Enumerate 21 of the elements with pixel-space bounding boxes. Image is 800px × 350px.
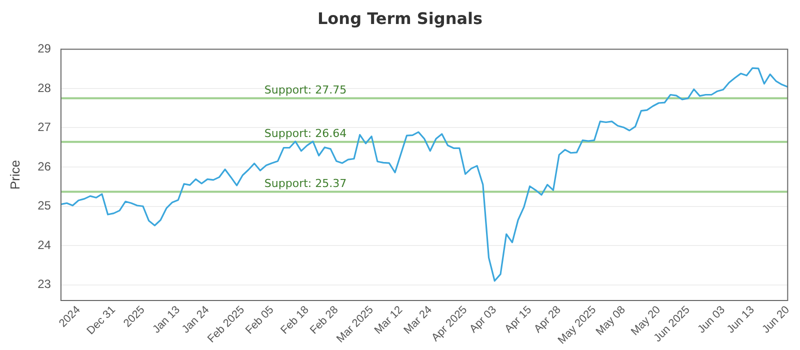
y-tick-label: 25: [38, 198, 52, 213]
chart-title: Long Term Signals: [316, 8, 484, 30]
x-tick-label: Apr 28: [532, 304, 564, 336]
ref-line-label: Support: 27.75: [264, 84, 347, 97]
y-tick-label: 23: [38, 277, 52, 292]
x-tick-label: Jun 13: [724, 304, 757, 336]
y-tick-label: 27: [38, 120, 52, 134]
y-tick-label: 28: [38, 80, 52, 95]
x-tick-label: Apr 03: [467, 304, 499, 336]
y-tick-label: 26: [38, 159, 52, 174]
x-tick-label: Apr 15: [502, 304, 534, 336]
ref-line-label: Support: 26.64: [264, 127, 347, 140]
x-tick-label: Dec 31: [84, 304, 118, 338]
y-axis-title: Price: [7, 160, 22, 190]
x-tick-label: Jun 03: [696, 304, 728, 336]
x-tick-label: Feb 05: [243, 304, 276, 337]
ref-line-label: Support: 25.37: [264, 177, 347, 190]
y-tick-label: 29: [38, 42, 52, 56]
x-tick-label: Jun 20: [760, 304, 792, 336]
x-tick-label: Jan 13: [150, 304, 182, 336]
y-tick-label: 24: [38, 238, 52, 252]
